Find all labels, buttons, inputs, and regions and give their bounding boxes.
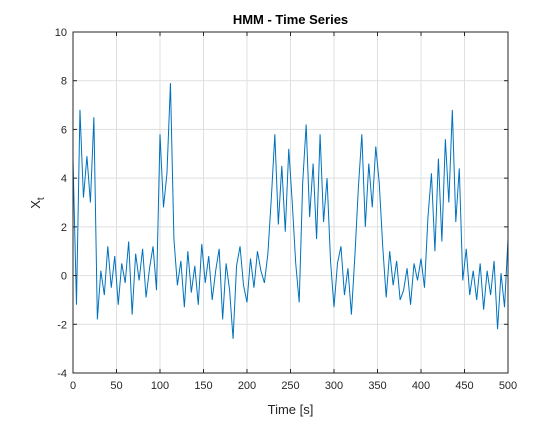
- y-axis-label-sub: t: [36, 197, 47, 200]
- y-axis-label: Xt: [28, 197, 47, 209]
- x-tick-label: 400: [412, 380, 430, 392]
- chart-title: HMM - Time Series: [233, 12, 348, 27]
- x-tick-labels: 0 50 100 150 200 250 300 350 400 450 500: [70, 380, 517, 392]
- x-tick-label: 200: [238, 380, 256, 392]
- x-tick-label: 300: [325, 380, 343, 392]
- y-tick-label: 4: [61, 173, 67, 185]
- y-axis-label-main: X: [28, 200, 43, 209]
- y-tick-label: 0: [61, 271, 67, 283]
- x-tick-label: 0: [70, 380, 76, 392]
- y-tick-label: -2: [57, 319, 67, 331]
- svg-text:Xt: Xt: [28, 197, 47, 209]
- y-tick-label: -4: [57, 368, 67, 380]
- y-tick-labels: -4 -2 0 2 4 6 8 10: [55, 27, 67, 380]
- x-tick-label: 50: [110, 380, 122, 392]
- x-tick-label: 150: [194, 380, 212, 392]
- ticks: [72, 31, 509, 374]
- x-tick-label: 500: [499, 380, 517, 392]
- x-tick-label: 450: [455, 380, 473, 392]
- series-line: [73, 83, 508, 339]
- y-tick-label: 6: [61, 124, 67, 136]
- x-tick-label: 350: [368, 380, 386, 392]
- y-tick-label: 2: [61, 222, 67, 234]
- x-tick-label: 250: [281, 380, 299, 392]
- x-tick-label: 100: [151, 380, 169, 392]
- x-axis-label: Time [s]: [268, 402, 314, 417]
- y-tick-label: 10: [55, 27, 67, 39]
- y-tick-label: 8: [61, 76, 67, 88]
